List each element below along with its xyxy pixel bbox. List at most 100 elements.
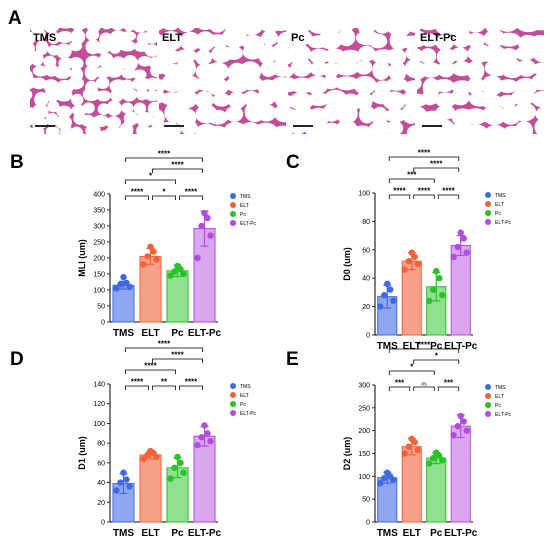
alveolus (120, 31, 137, 42)
alveolus (82, 102, 95, 114)
chart-panel-b: B 0 50 100 150 200 250 300 350 400 MLI (um) TMS ELT P… (10, 150, 257, 340)
alveolus (194, 90, 214, 109)
x-tick-label: ELT (403, 341, 421, 352)
alveolus (43, 28, 59, 33)
alveolus (84, 64, 99, 81)
significance-bracket (152, 168, 203, 173)
significance-label: ns (421, 382, 427, 388)
alveolus (145, 77, 157, 92)
legend-label: ELT (240, 203, 249, 209)
data-point (123, 476, 130, 483)
alveolus (135, 111, 154, 127)
data-point (454, 422, 461, 430)
alveolus (464, 124, 488, 134)
alveolus (271, 42, 286, 63)
data-point (123, 279, 130, 287)
alveolus (133, 102, 147, 115)
legend-label: ELT-Pc (495, 220, 512, 226)
alveolus (467, 76, 484, 96)
alveolus (258, 44, 277, 65)
alveolus (47, 31, 60, 45)
alveolus (466, 32, 486, 48)
alveolus (516, 59, 537, 77)
alveolus (85, 29, 100, 41)
alveolus (180, 120, 198, 134)
alveolus (123, 28, 135, 32)
data-point (426, 460, 433, 467)
data-point (201, 210, 208, 217)
significance-label: * (435, 352, 439, 361)
y-tick-label: 200 (358, 428, 370, 435)
alveolus (209, 28, 226, 33)
alveolus (358, 45, 376, 62)
legend-label: Pc (495, 403, 501, 409)
alveolus (20, 140, 38, 152)
alveolus (384, 108, 407, 123)
x-tick-label: Pc (171, 528, 184, 539)
alveolus (470, 135, 489, 154)
alveolus (144, 90, 157, 102)
alveolus (337, 28, 356, 47)
alveolus (144, 44, 157, 57)
micrograph-elt-pc: ELT-Pc (417, 28, 544, 155)
alveolus (112, 28, 124, 31)
alveolus (497, 32, 521, 47)
alveolus (242, 44, 263, 60)
alveolus (451, 136, 471, 155)
alveolus (159, 49, 182, 65)
legend-label: TMS (495, 193, 506, 199)
alveolus (290, 119, 307, 134)
legend-label: ELT-Pc (495, 412, 512, 418)
data-point (433, 267, 440, 275)
y-axis-label: D1 (um) (77, 436, 87, 470)
data-point (405, 257, 412, 265)
alveolus (98, 52, 114, 69)
y-tick-label: 100 (358, 474, 370, 481)
alveolus (419, 62, 443, 78)
alveolus (342, 135, 360, 149)
alveolus (421, 90, 439, 106)
legend-label: ELT-Pc (240, 221, 257, 227)
bar-elt-pc (450, 425, 471, 523)
data-point (457, 229, 464, 236)
significance-label: **** (418, 341, 431, 350)
alveolus (510, 89, 536, 106)
alveolus (451, 28, 472, 48)
data-point (180, 270, 187, 278)
alveolus (206, 62, 230, 81)
alveolus (295, 135, 311, 152)
alveolus (68, 57, 84, 70)
alveolus (55, 43, 72, 59)
alveolus (83, 142, 97, 153)
x-tick-label: ELT-Pc (444, 341, 478, 352)
x-tick-label: TMS (377, 528, 398, 539)
y-tick-label: 300 (358, 383, 370, 390)
y-tick-label: 0 (101, 520, 105, 527)
alveolus (227, 91, 247, 109)
alveolus (467, 60, 485, 81)
legend-marker-tms (485, 384, 491, 390)
alveolus (355, 91, 373, 111)
alveolus (71, 28, 86, 31)
bar-elt-pc (193, 435, 216, 523)
panel-letter-d: D (10, 349, 24, 370)
alveolus (314, 133, 322, 134)
alveolus (71, 93, 84, 106)
alveolus (303, 119, 329, 134)
significance-bracket (388, 348, 460, 353)
data-point (194, 441, 201, 449)
alveolus (92, 115, 110, 127)
y-axis-label: MLI (um) (77, 239, 87, 277)
data-point (414, 446, 421, 454)
alveolus (270, 59, 286, 77)
alveolus (418, 120, 437, 134)
bar-pc (426, 457, 447, 523)
y-tick-label: 250 (93, 240, 105, 247)
y-tick-label: 250 (358, 405, 370, 412)
significance-bracket (179, 385, 203, 390)
alveolus (322, 103, 341, 122)
alveolus (67, 77, 85, 90)
alveolus (224, 46, 244, 61)
